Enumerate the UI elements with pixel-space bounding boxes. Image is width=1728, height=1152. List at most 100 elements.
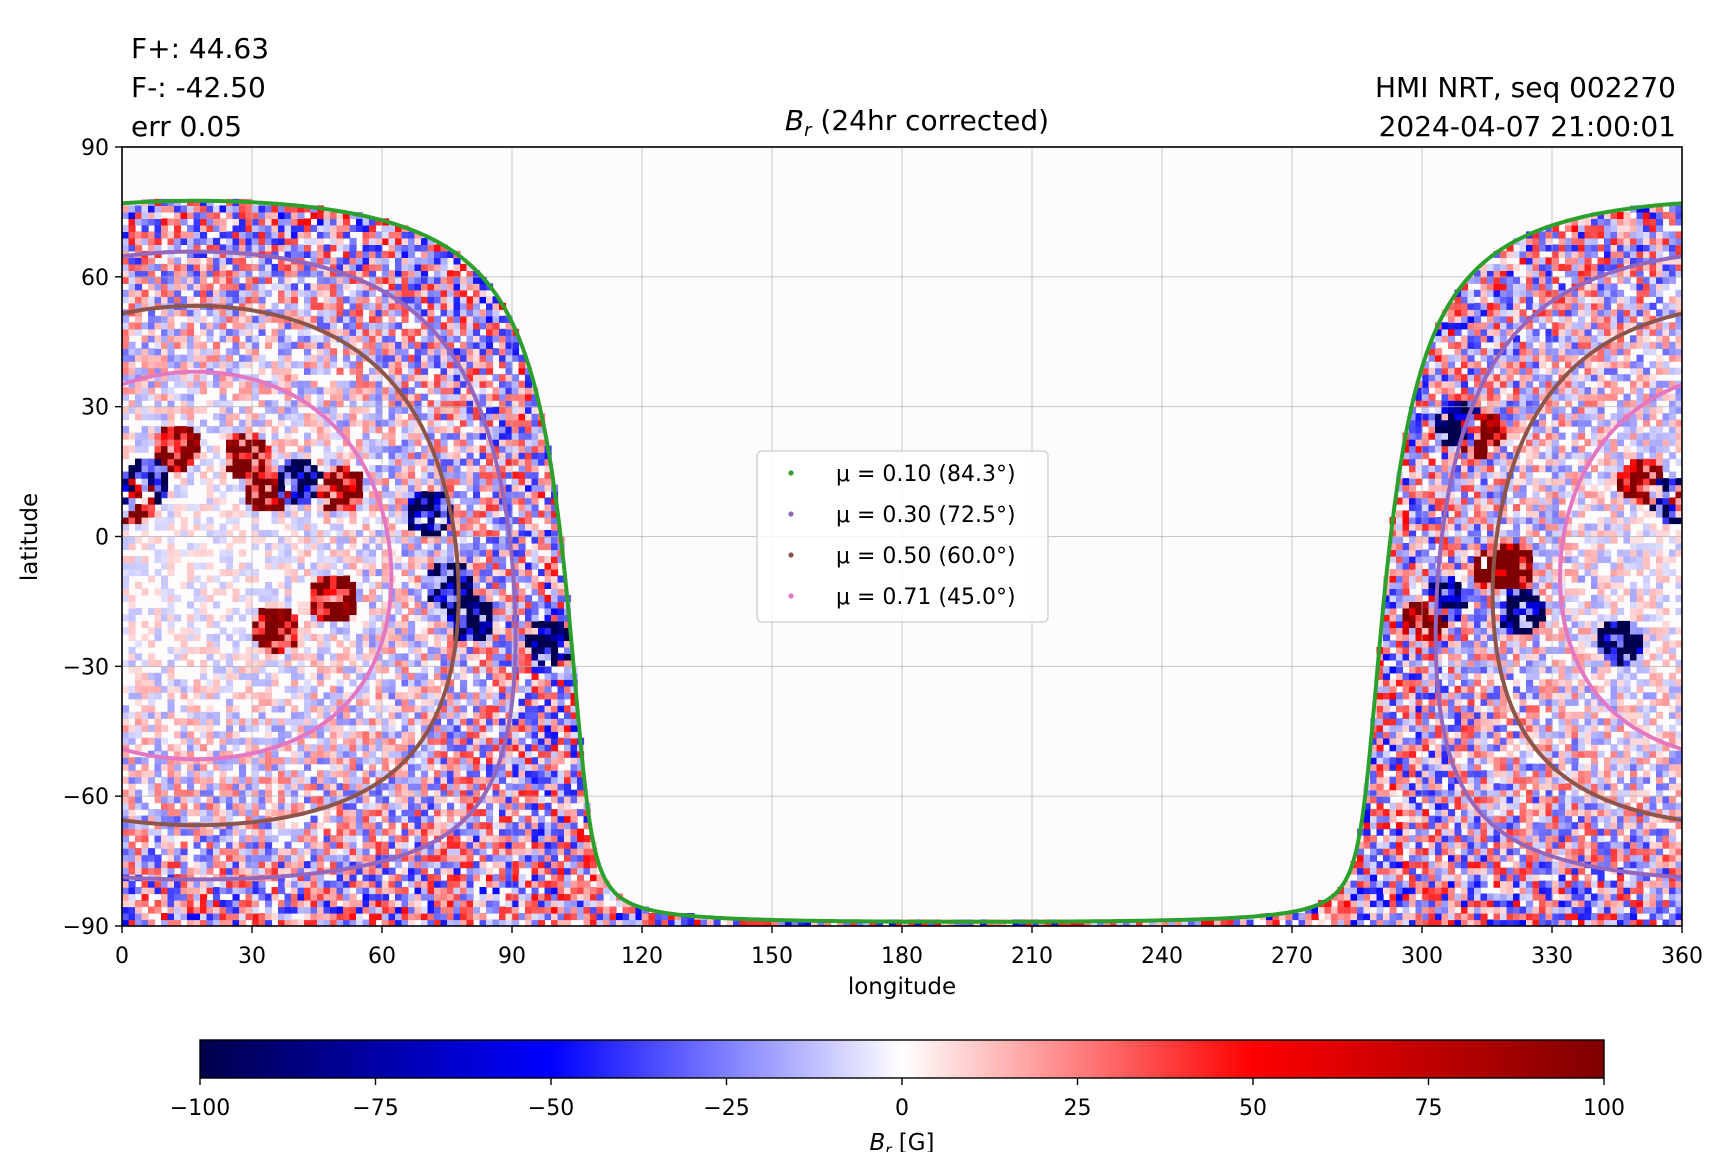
magnetogram-pixel: [1617, 919, 1625, 926]
magnetogram-pixel: [1461, 867, 1469, 875]
magnetogram-pixel: [1422, 633, 1430, 641]
magnetogram-pixel: [492, 705, 500, 713]
magnetogram-pixel: [1415, 698, 1423, 706]
magnetogram-pixel: [206, 809, 214, 817]
magnetogram-pixel: [1532, 633, 1540, 641]
magnetogram-pixel: [349, 770, 357, 778]
magnetogram-pixel: [512, 861, 520, 869]
magnetogram-pixel: [1383, 698, 1391, 706]
magnetogram-pixel: [479, 763, 487, 771]
magnetogram-pixel: [538, 848, 546, 856]
magnetogram-pixel: [440, 666, 448, 674]
magnetogram-pixel: [401, 828, 409, 836]
magnetogram-pixel: [447, 861, 455, 869]
magnetogram-pixel: [1480, 835, 1488, 843]
magnetogram-pixel: [603, 906, 611, 914]
magnetogram-pixel: [434, 737, 442, 745]
magnetogram-pixel: [1370, 861, 1378, 869]
magnetogram-pixel: [1526, 679, 1534, 687]
magnetogram-pixel: [304, 835, 312, 843]
magnetogram-pixel: [141, 893, 149, 901]
magnetogram-pixel: [388, 828, 396, 836]
magnetogram-pixel: [154, 659, 162, 667]
magnetogram-pixel: [200, 646, 208, 654]
magnetogram-pixel: [1493, 789, 1501, 797]
magnetogram-pixel: [278, 646, 286, 654]
magnetogram-pixel: [1500, 776, 1508, 784]
magnetogram-pixel: [1571, 659, 1579, 667]
magnetogram-pixel: [1617, 724, 1625, 732]
magnetogram-pixel: [369, 880, 377, 888]
magnetogram-pixel: [1415, 802, 1423, 810]
magnetogram-pixel: [531, 724, 539, 732]
magnetogram-pixel: [200, 685, 208, 693]
magnetogram-pixel: [343, 783, 351, 791]
magnetogram-pixel: [1604, 854, 1612, 862]
magnetogram-pixel: [1506, 802, 1514, 810]
magnetogram-pixel: [1656, 796, 1664, 804]
magnetogram-pixel: [1584, 822, 1592, 830]
magnetogram-pixel: [317, 666, 325, 674]
magnetogram-pixel: [1506, 737, 1514, 745]
magnetogram-pixel: [518, 848, 526, 856]
magnetogram-pixel: [284, 731, 292, 739]
magnetogram-pixel: [440, 763, 448, 771]
magnetogram-pixel: [1350, 893, 1358, 901]
magnetogram-pixel: [564, 724, 572, 732]
magnetogram-pixel: [544, 718, 552, 726]
magnetogram-pixel: [310, 776, 318, 784]
magnetogram-pixel: [1311, 913, 1319, 921]
magnetogram-pixel: [492, 744, 500, 752]
magnetogram-pixel: [1233, 919, 1241, 926]
magnetogram-pixel: [570, 776, 578, 784]
magnetogram-pixel: [1669, 809, 1677, 817]
magnetogram-pixel: [232, 900, 240, 908]
magnetogram-pixel: [544, 633, 552, 641]
magnetogram-pixel: [382, 893, 390, 901]
magnetogram-pixel: [1467, 880, 1475, 888]
magnetogram-pixel: [453, 861, 461, 869]
magnetogram-pixel: [499, 854, 507, 862]
magnetogram-pixel: [232, 627, 240, 635]
magnetogram-pixel: [154, 861, 162, 869]
magnetogram-pixel: [1422, 685, 1430, 693]
magnetogram-pixel: [1350, 919, 1358, 926]
magnetogram-pixel: [1617, 620, 1625, 628]
magnetogram-pixel: [154, 737, 162, 745]
magnetogram-pixel: [1558, 757, 1566, 765]
magnetogram-pixel: [570, 692, 578, 700]
magnetogram-pixel: [362, 659, 370, 667]
magnetogram-pixel: [135, 796, 143, 804]
magnetogram-pixel: [265, 913, 273, 921]
magnetogram-pixel: [492, 627, 500, 635]
magnetogram-pixel: [193, 763, 201, 771]
magnetogram-pixel: [128, 757, 136, 765]
magnetogram-pixel: [1571, 906, 1579, 914]
magnetogram-pixel: [336, 854, 344, 862]
magnetogram-pixel: [1487, 828, 1495, 836]
magnetogram-pixel: [265, 770, 273, 778]
magnetogram-pixel: [1493, 692, 1501, 700]
magnetogram-pixel: [1656, 698, 1664, 706]
magnetogram-pixel: [1448, 835, 1456, 843]
magnetogram-pixel: [1565, 692, 1573, 700]
magnetogram-pixel: [219, 919, 227, 926]
magnetogram-pixel: [1409, 880, 1417, 888]
magnetogram-pixel: [1545, 867, 1553, 875]
magnetogram-pixel: [1649, 763, 1657, 771]
magnetogram-pixel: [1454, 893, 1462, 901]
magnetogram-pixel: [271, 705, 279, 713]
magnetogram-pixel: [278, 731, 286, 739]
magnetogram-pixel: [304, 757, 312, 765]
magnetogram-pixel: [434, 828, 442, 836]
magnetogram-pixel: [479, 711, 487, 719]
magnetogram-pixel: [460, 757, 468, 765]
magnetogram-pixel: [447, 757, 455, 765]
magnetogram-pixel: [369, 893, 377, 901]
magnetogram-pixel: [1500, 614, 1508, 622]
magnetogram-pixel: [1584, 627, 1592, 635]
magnetogram-pixel: [1370, 744, 1378, 752]
magnetogram-pixel: [1610, 614, 1618, 622]
magnetogram-pixel: [427, 854, 435, 862]
magnetogram-pixel: [518, 763, 526, 771]
